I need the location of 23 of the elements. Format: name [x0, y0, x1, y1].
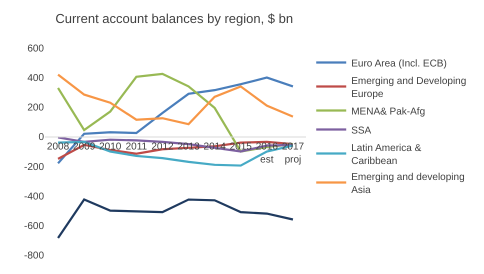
y-tick-label: 200: [27, 102, 44, 114]
y-tick-label: 600: [27, 44, 44, 54]
chart-title: Current account balances by region, $ bn: [55, 10, 294, 26]
y-tick-label: -400: [24, 191, 44, 202]
line-series: [56, 198, 294, 240]
x-tick-label: 2011: [126, 142, 148, 153]
y-tick-label: -200: [24, 162, 44, 173]
x-tick-label: 2013: [177, 142, 200, 153]
y-tick-label: 0: [38, 132, 44, 144]
line-series: [56, 74, 294, 126]
legend-label: SSA: [351, 125, 372, 136]
y-tick-label: -600: [24, 220, 44, 232]
y-tick-label: 400: [27, 73, 44, 84]
x-tick-label: 2008: [46, 142, 70, 153]
x-tick-label: 2014: [204, 142, 226, 153]
y-tick-label: -800: [24, 250, 44, 262]
x-tick-label: 2016 est: [256, 142, 278, 166]
x-tick-label: 2017 proj: [282, 142, 305, 166]
legend-label: Euro Area (Incl. ECB): [351, 58, 447, 70]
legend-label: Emerging and developing Asia: [351, 172, 465, 196]
legend-label: Latin America & Caribbean: [351, 142, 422, 167]
legend-label: MENA& Pak-Afg: [351, 106, 426, 118]
legend-label: Emerging and Developing Europe: [351, 76, 466, 100]
